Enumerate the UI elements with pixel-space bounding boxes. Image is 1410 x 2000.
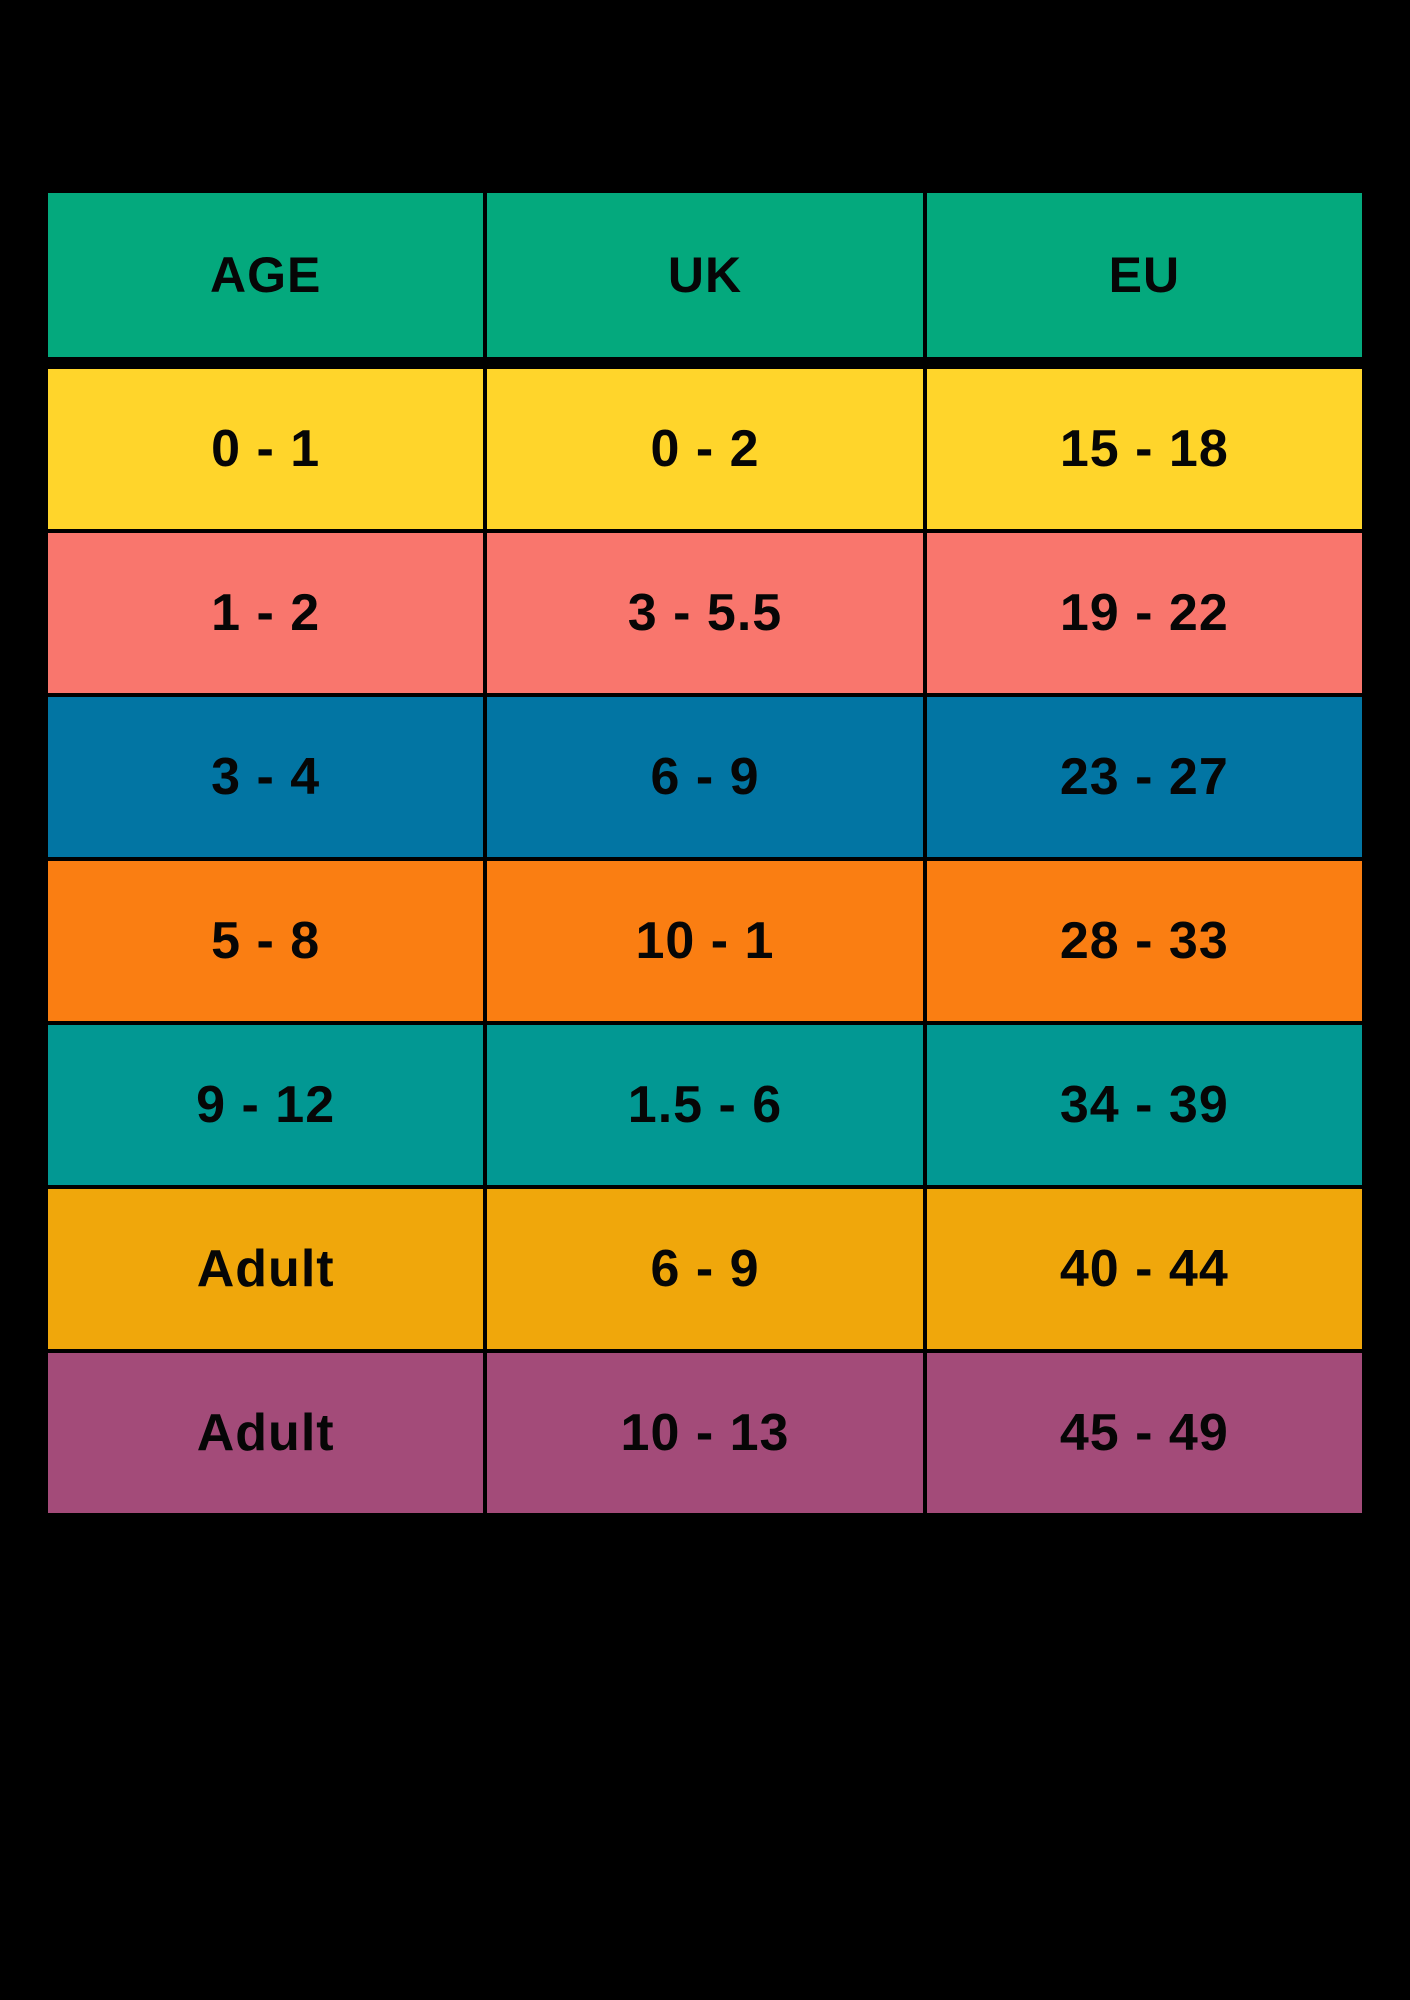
table-cell-eu-row-2: 23 - 27 [926,697,1362,857]
table-cell-age-row-1: 1 - 2 [48,533,484,693]
table-cell-uk-row-2: 6 - 9 [487,697,923,857]
table-cell-eu-row-1: 19 - 22 [926,533,1362,693]
header-cell-uk: UK [487,193,923,357]
table-cell-age-row-2: 3 - 4 [48,697,484,857]
table-cell-age-row-4: 9 - 12 [48,1025,484,1185]
table-cell-eu-row-6: 45 - 49 [926,1353,1362,1513]
table-cell-uk-row-1: 3 - 5.5 [487,533,923,693]
table-cell-uk-row-5: 6 - 9 [487,1189,923,1349]
table-cell-age-row-0: 0 - 1 [48,369,484,529]
header-cell-eu: EU [926,193,1362,357]
table-cell-eu-row-4: 34 - 39 [926,1025,1362,1185]
table-cell-eu-row-0: 15 - 18 [926,369,1362,529]
table-cell-uk-row-6: 10 - 13 [487,1353,923,1513]
table-cell-uk-row-0: 0 - 2 [487,369,923,529]
table-cell-age-row-3: 5 - 8 [48,861,484,1021]
table-cell-age-row-5: Adult [48,1189,484,1349]
table-cell-age-row-6: Adult [48,1353,484,1513]
header-cell-age: AGE [48,193,484,357]
table-cell-uk-row-3: 10 - 1 [487,861,923,1021]
table-cell-eu-row-3: 28 - 33 [926,861,1362,1021]
table-cell-eu-row-5: 40 - 44 [926,1189,1362,1349]
table-cell-uk-row-4: 1.5 - 6 [487,1025,923,1185]
table-header-row: AGE UK EU [48,193,1362,357]
